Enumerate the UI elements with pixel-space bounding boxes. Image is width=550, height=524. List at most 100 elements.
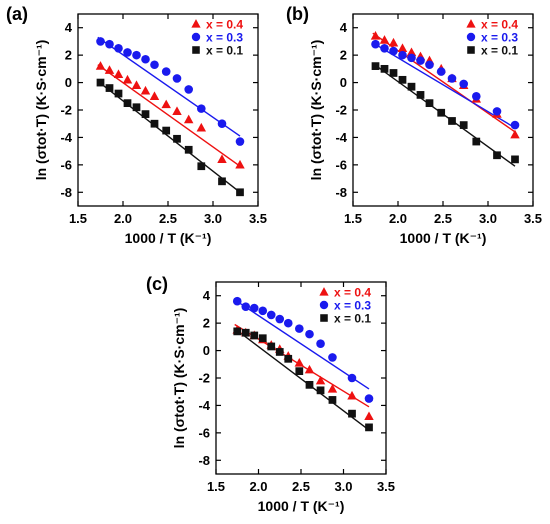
- panel-label: (b): [286, 4, 309, 24]
- data-point-series-2: [258, 334, 267, 343]
- x-tick-label: 2.5: [292, 479, 310, 494]
- data-point-series-0: [364, 411, 374, 421]
- y-tick-label: 4: [65, 20, 73, 35]
- legend-marker: [319, 300, 329, 310]
- data-point-series-2: [472, 137, 481, 146]
- data-point-series-0: [388, 37, 399, 47]
- y-tick-label: 0: [65, 75, 72, 90]
- y-axis-label: ln (σtot·T) (K·S·cm⁻¹): [308, 40, 324, 181]
- legend-entry: x = 0.1: [481, 43, 518, 57]
- legend-entry: x = 0.1: [206, 43, 243, 57]
- y-tick-label: 2: [203, 316, 210, 331]
- data-point-series-2: [236, 188, 244, 197]
- data-point-series-1: [123, 48, 132, 57]
- data-point-series-2: [150, 119, 159, 128]
- data-point-series-2: [416, 91, 425, 99]
- legend-entry: x = 0.1: [334, 311, 371, 325]
- y-tick-label: -6: [60, 157, 72, 172]
- data-point-series-0: [149, 91, 160, 100]
- data-point-series-1: [235, 137, 245, 146]
- legend-marker: [320, 314, 328, 322]
- data-point-series-2: [162, 126, 171, 135]
- data-point-series-1: [492, 107, 502, 116]
- fit-line-series-2: [234, 328, 370, 431]
- data-point-series-2: [348, 409, 356, 418]
- data-point-series-1: [371, 39, 380, 49]
- x-tick-label: 3.0: [204, 211, 222, 226]
- data-point-series-0: [304, 364, 315, 374]
- data-point-series-1: [398, 50, 407, 60]
- data-point-series-0: [370, 30, 381, 40]
- y-tick-label: -4: [198, 398, 210, 413]
- x-tick-label: 2.5: [159, 211, 177, 226]
- data-point-series-1: [232, 296, 242, 306]
- legend-entry: x = 0.4: [481, 17, 518, 31]
- data-point-series-0: [95, 61, 106, 70]
- data-point-series-2: [459, 121, 468, 129]
- data-point-series-1: [425, 60, 434, 70]
- data-point-series-0: [140, 85, 151, 95]
- y-tick-label: 4: [340, 20, 348, 35]
- data-point-series-2: [493, 151, 501, 160]
- legend-entry: x = 0.4: [334, 285, 371, 299]
- panel-a: (a) 1.5 2.0 2.5 3.0 3.5 -8 -6 -4 -2 0 2 4 1000 / T (K…: [6, 4, 267, 246]
- data-point-series-0: [510, 129, 520, 139]
- fit-line-series-1: [372, 42, 516, 129]
- data-point-series-0: [217, 154, 227, 164]
- y-tick-label: 2: [340, 48, 347, 63]
- data-point-series-0: [122, 74, 133, 84]
- data-point-series-1: [105, 39, 114, 49]
- data-point-series-0: [379, 35, 390, 44]
- data-point-series-1: [150, 60, 159, 70]
- panel-label: (c): [146, 274, 168, 294]
- data-point-series-2: [105, 84, 114, 92]
- legend-marker: [191, 32, 201, 42]
- data-point-series-2: [141, 110, 150, 118]
- fit-line-series-0: [97, 64, 241, 167]
- y-tick-label: 2: [65, 48, 72, 63]
- data-point-series-0: [327, 384, 338, 393]
- y-axis-label: ln (σtot·T) (K·S·cm⁻¹): [33, 40, 49, 181]
- y-tick-label: -8: [198, 453, 210, 468]
- data-point-series-2: [173, 134, 181, 143]
- data-point-series-2: [437, 108, 446, 117]
- data-point-series-1: [436, 67, 446, 76]
- data-point-series-1: [283, 318, 293, 328]
- data-point-series-0: [113, 69, 124, 78]
- data-point-series-0: [347, 390, 357, 400]
- data-point-series-1: [459, 79, 469, 89]
- data-point-series-1: [316, 339, 325, 349]
- data-point-series-0: [196, 122, 207, 132]
- y-tick-label: -4: [60, 130, 72, 145]
- fit-line-series-1: [97, 36, 241, 137]
- x-tick-label: 3.0: [334, 479, 352, 494]
- data-point-series-1: [347, 373, 357, 383]
- data-point-series-2: [250, 331, 259, 340]
- data-point-series-1: [416, 56, 425, 65]
- legend-marker: [466, 19, 476, 28]
- y-tick-label: -2: [60, 103, 72, 118]
- data-point-series-2: [267, 342, 276, 351]
- legend-entry: x = 0.3: [334, 298, 371, 312]
- legend-entry: x = 0.4: [206, 17, 243, 31]
- data-point-series-2: [233, 327, 242, 336]
- data-point-series-1: [380, 43, 389, 53]
- legend-entry: x = 0.3: [481, 30, 518, 44]
- data-point-series-2: [511, 155, 519, 164]
- data-point-series-1: [217, 119, 227, 129]
- data-point-series-1: [328, 353, 337, 362]
- data-point-series-0: [235, 159, 245, 169]
- data-point-series-1: [114, 43, 123, 53]
- data-point-series-1: [275, 314, 285, 324]
- data-point-series-2: [305, 380, 314, 389]
- data-point-series-2: [132, 103, 141, 112]
- legend-marker: [191, 19, 201, 28]
- data-point-series-1: [266, 310, 276, 320]
- data-point-series-2: [275, 348, 284, 356]
- data-point-series-2: [197, 162, 206, 171]
- x-tick-label: 2.0: [389, 211, 407, 226]
- panel-c: (c) 1.5 2.0 2.5 3.0 3.5 -8 -6 -4 -2 0 2 4 1000 / T (K…: [146, 274, 395, 514]
- y-axis-label: ln (σtot·T) (K·S·cm⁻¹): [171, 308, 187, 449]
- y-tick-label: -6: [335, 157, 347, 172]
